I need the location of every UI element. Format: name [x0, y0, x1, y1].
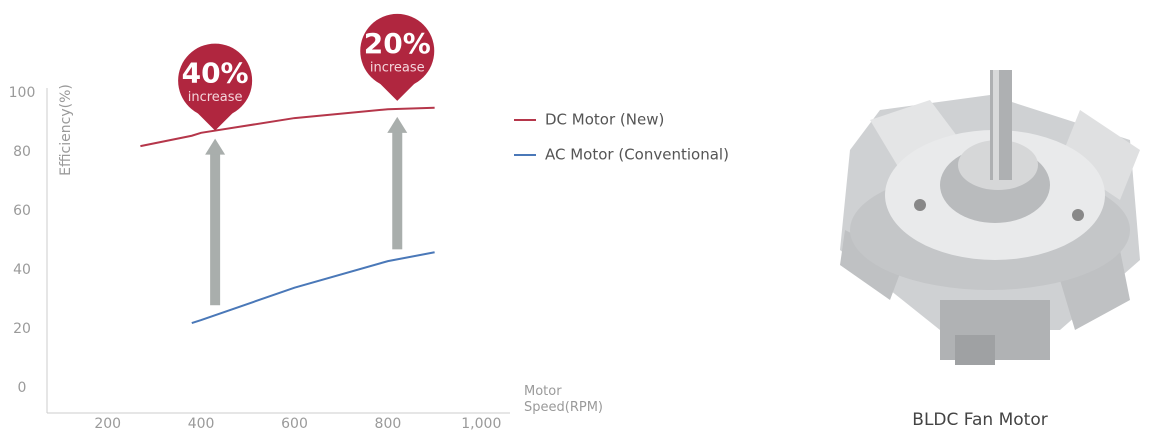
y-tick-label: 100: [9, 85, 36, 101]
y-tick-label: 60: [13, 203, 31, 219]
increase-arrow: [210, 152, 221, 306]
x-tick-label: 200: [94, 416, 121, 432]
y-tick-label: 80: [13, 144, 31, 160]
x-axis-label: Motor Speed(RPM): [524, 384, 603, 415]
annotation-balloon: [178, 43, 253, 118]
legend-label: DC Motor (New): [545, 111, 664, 129]
y-tick-label: 40: [13, 262, 31, 278]
increase-arrow-head: [205, 138, 226, 155]
annotation-subtext: increase: [188, 90, 243, 105]
annotation-subtext: increase: [370, 60, 425, 75]
increase-arrow: [392, 130, 403, 250]
y-tick-label: 20: [13, 321, 31, 337]
series-line: [191, 251, 435, 324]
series-line: [140, 106, 435, 148]
y-axis-label: Efficiency(%): [58, 84, 74, 176]
increase-arrow-head: [387, 116, 408, 133]
x-tick-label: 600: [281, 416, 308, 432]
photo-caption: BLDC Fan Motor: [912, 410, 1048, 430]
x-tick-label: 800: [375, 416, 402, 432]
x-tick-label: 1,000: [461, 416, 501, 432]
legend-label: AC Motor (Conventional): [545, 146, 729, 164]
x-tick-label: 400: [188, 416, 215, 432]
annotation-value: 40%: [182, 57, 249, 90]
annotation-value: 20%: [364, 27, 431, 60]
y-tick-label: 0: [18, 380, 27, 396]
annotation-balloon: [360, 13, 435, 88]
motor-illustration: [840, 70, 1140, 365]
